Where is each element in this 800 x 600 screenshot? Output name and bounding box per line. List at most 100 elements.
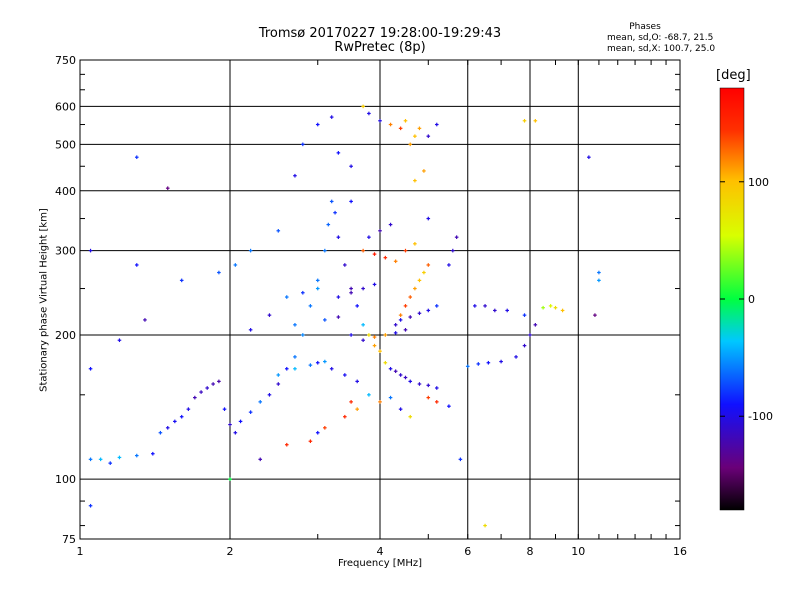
scatter-point <box>222 407 227 411</box>
scatter-point <box>336 235 341 239</box>
scatter-point <box>193 395 197 400</box>
scatter-point <box>151 451 155 456</box>
scatter-point <box>179 278 184 283</box>
scatter-point <box>426 308 431 313</box>
scatter-point <box>276 228 281 233</box>
scatter-point <box>426 216 431 221</box>
scatter-point <box>361 338 365 343</box>
scatter-point <box>199 390 203 394</box>
scatter-point <box>117 455 122 460</box>
scatter-point <box>413 286 417 291</box>
scatter-point <box>454 235 459 239</box>
scatter-point <box>361 104 365 109</box>
x-tick-label: 16 <box>673 545 687 558</box>
scatter-point <box>228 477 232 481</box>
scatter-point <box>248 328 253 332</box>
scatter-point <box>426 134 431 138</box>
scatter-point <box>258 400 263 404</box>
scatter-point <box>343 263 347 267</box>
scatter-point <box>355 379 359 384</box>
scatter-point <box>434 386 439 390</box>
scatter-point <box>134 263 139 267</box>
scatter-point <box>403 248 408 253</box>
scatter-point <box>413 134 417 138</box>
scatter-point <box>593 313 597 317</box>
scatter-point <box>372 282 377 287</box>
scatter-point <box>361 286 365 291</box>
scatter-point <box>408 414 413 419</box>
chart-subtitle: RwPretec (8p) <box>334 40 426 55</box>
scatter-point <box>315 360 320 365</box>
scatter-point <box>408 142 413 147</box>
scatter-point <box>597 270 601 275</box>
scatter-point <box>458 457 463 462</box>
scatter-point <box>417 278 422 283</box>
scatter-point <box>486 360 491 365</box>
scatter-point <box>301 333 305 337</box>
scatter-point <box>403 375 408 380</box>
scatter-point <box>398 313 403 317</box>
scatter-point <box>326 222 331 227</box>
scatter-point <box>408 295 413 299</box>
scatter-point <box>388 122 393 127</box>
scatter-point <box>522 118 527 123</box>
scatter-point <box>308 304 313 308</box>
scatter-point <box>267 393 272 397</box>
scatter-point <box>248 410 253 414</box>
scatter-point <box>165 426 170 430</box>
scatter-point <box>355 407 359 411</box>
scatter-points <box>88 104 601 528</box>
scatter-point <box>403 118 408 123</box>
phases-x-stats: mean, sd,X: 100.7, 25.0 <box>607 44 716 54</box>
scatter-point <box>173 419 177 424</box>
y-tick-label: 750 <box>55 54 76 67</box>
scatter-point <box>336 151 341 155</box>
scatter-point <box>258 457 263 462</box>
scatter-point <box>333 210 337 215</box>
scatter-point <box>284 366 289 371</box>
scatter-point <box>533 118 538 123</box>
scatter-point <box>383 255 388 260</box>
scatter-point <box>372 252 377 256</box>
scatter-point <box>422 169 426 173</box>
scatter-point <box>422 270 426 275</box>
scatter-point <box>349 199 353 204</box>
scatter-point <box>205 386 209 390</box>
colorbar-tick-label: -100 <box>748 410 773 423</box>
y-tick-label: 300 <box>55 245 76 258</box>
scatter-point <box>408 315 413 319</box>
scatter-point <box>426 263 431 267</box>
scatter-point <box>465 364 470 369</box>
scatter-point <box>372 335 377 339</box>
y-tick-label: 75 <box>62 533 76 546</box>
scatter-point <box>483 523 487 528</box>
scatter-point <box>293 355 297 359</box>
scatter-point <box>426 383 431 388</box>
x-tick-label: 4 <box>377 545 384 558</box>
scatter-point <box>403 328 408 332</box>
scatter-point <box>413 178 417 183</box>
scatter-point <box>108 461 113 465</box>
phases-o-stats: mean, sd,O: -68.7, 21.5 <box>607 33 714 43</box>
scatter-point <box>393 259 398 264</box>
scatter-point <box>413 241 417 246</box>
scatter-point <box>308 363 313 367</box>
scatter-point <box>158 430 163 435</box>
scatter-point <box>367 235 371 239</box>
scatter-point <box>393 331 398 335</box>
scatter-point <box>276 373 281 377</box>
scatter-point <box>553 305 558 310</box>
scatter-point <box>388 222 393 227</box>
scatter-point <box>378 400 382 404</box>
scatter-point <box>233 430 238 435</box>
scatter-point <box>388 366 393 371</box>
x-tick-label: 8 <box>527 545 534 558</box>
scatter-point <box>493 308 497 313</box>
scatter-point <box>367 333 371 337</box>
scatter-point <box>499 359 503 364</box>
plot-frame <box>79 59 681 540</box>
scatter-point <box>541 305 545 310</box>
scatter-point <box>355 304 359 308</box>
scatter-point <box>98 457 103 462</box>
